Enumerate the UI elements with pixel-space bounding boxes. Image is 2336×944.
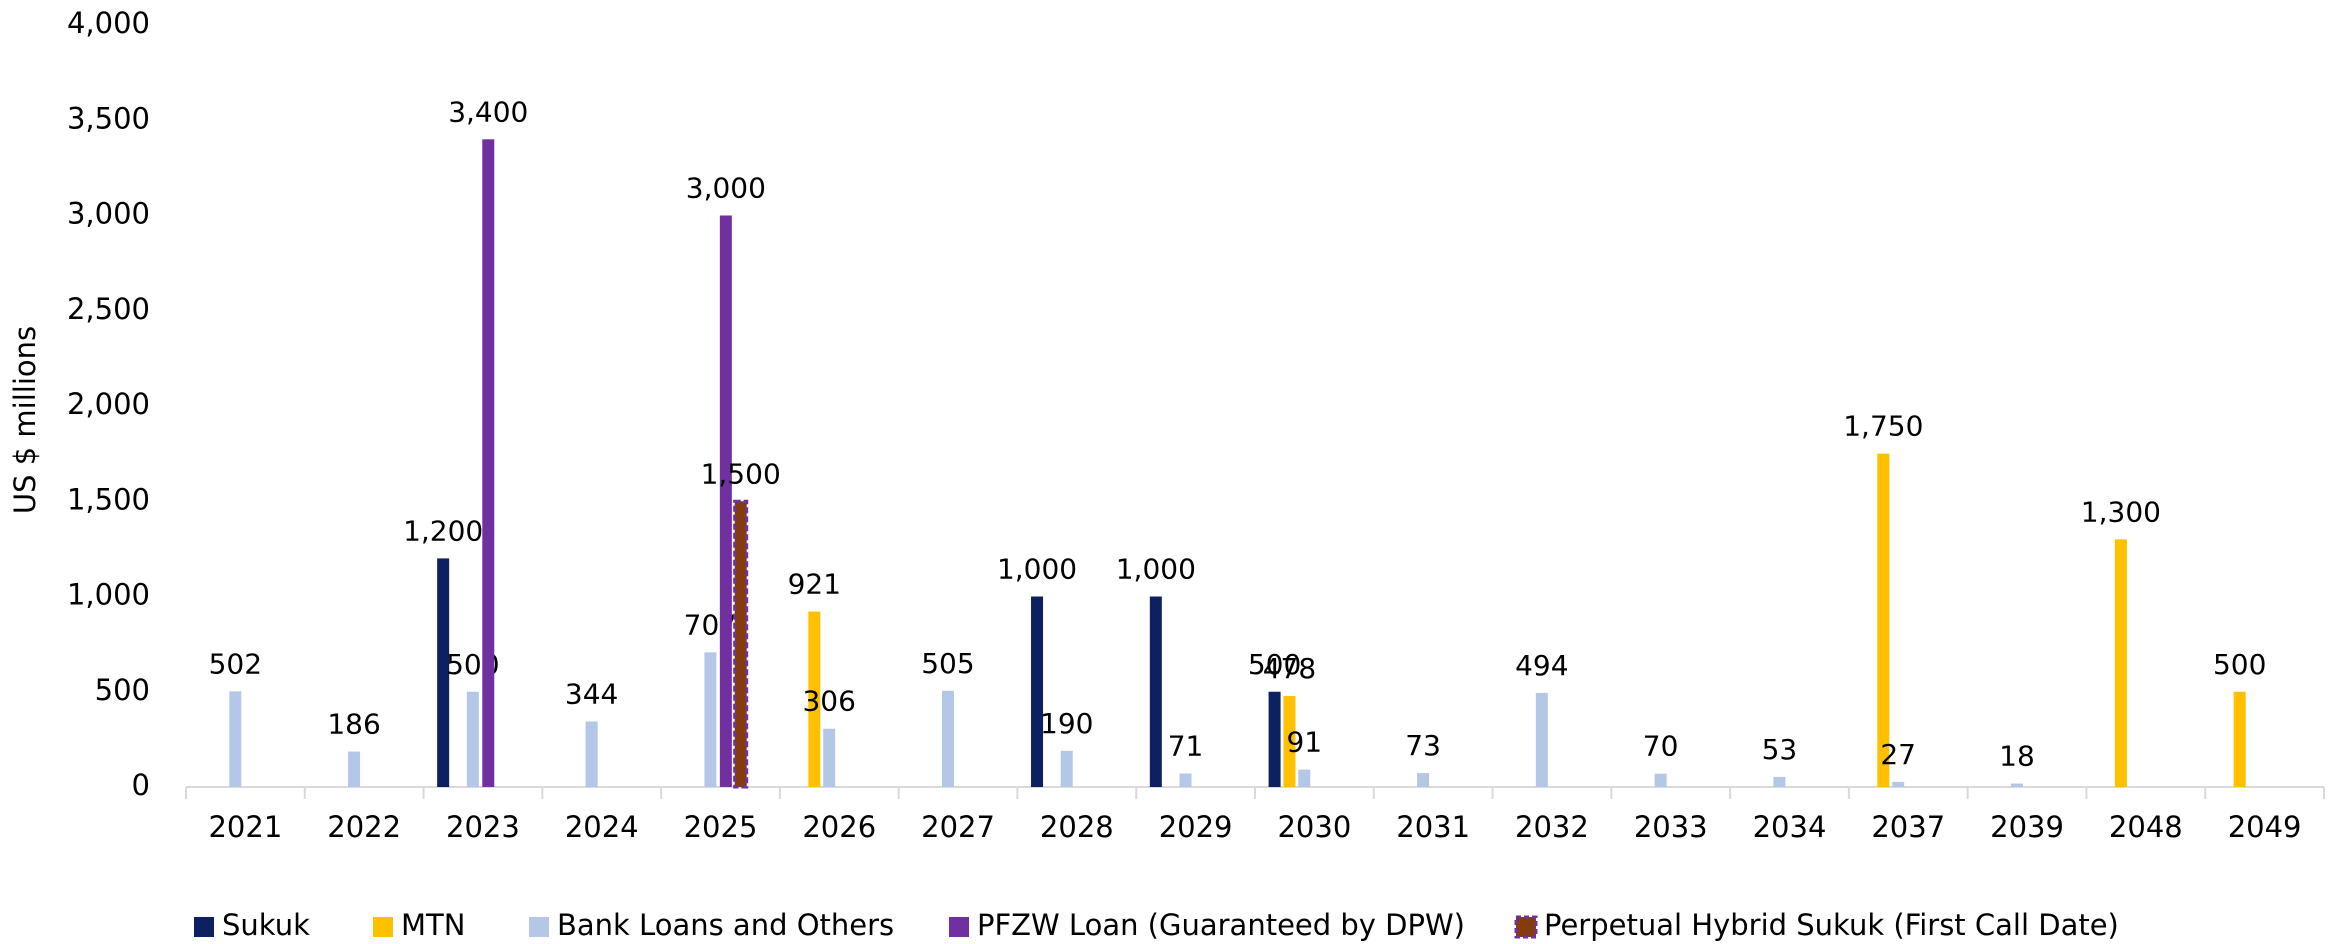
bar (1535, 692, 1548, 787)
x-tick-label: 2048 (2109, 810, 2183, 844)
data-label: 71 (1168, 729, 1204, 762)
x-tick-label: 2028 (1040, 810, 1114, 844)
bar (1417, 773, 1430, 787)
bar (1773, 776, 1786, 787)
data-label: 1,200 (403, 514, 483, 547)
legend-marker (1514, 915, 1538, 939)
x-tick-label: 2049 (2228, 810, 2302, 844)
legend-label: Bank Loans and Others (557, 908, 894, 942)
data-label: 186 (327, 708, 380, 741)
legend-marker (194, 917, 214, 937)
data-label: 1,000 (997, 553, 1077, 586)
data-label: 502 (209, 647, 262, 680)
bar (437, 558, 450, 787)
x-tick-label: 2034 (1753, 810, 1827, 844)
data-label: 18 (1999, 740, 2035, 773)
data-label: 3,000 (686, 172, 766, 205)
bar (941, 690, 954, 787)
x-tick-label: 2023 (446, 810, 520, 844)
data-label: 73 (1405, 729, 1441, 762)
bar (1892, 781, 1905, 787)
y-tick-label: 500 (95, 673, 150, 707)
x-tick-label: 2037 (1871, 810, 1945, 844)
y-tick-label: 3,500 (67, 101, 150, 135)
x-tick-label: 2029 (1159, 810, 1233, 844)
y-axis-label: US $ millions (8, 326, 42, 514)
data-label: 1,750 (1843, 410, 1923, 443)
legend-label: Perpetual Hybrid Sukuk (First Call Date) (1544, 908, 2119, 942)
bar (719, 215, 732, 787)
bar (808, 611, 821, 787)
data-label: 478 (1263, 652, 1316, 685)
y-tick-label: 4,000 (67, 6, 150, 40)
data-label: 344 (565, 677, 618, 710)
bar (1298, 769, 1311, 787)
x-tick-label: 2025 (684, 810, 758, 844)
legend-marker (949, 917, 969, 937)
data-label: 3,400 (448, 95, 528, 128)
bar (823, 728, 836, 787)
bar (348, 751, 361, 787)
bar (585, 721, 598, 787)
x-tick-label: 2031 (1396, 810, 1470, 844)
legend-marker (373, 917, 393, 937)
bar (1654, 773, 1667, 787)
data-label: 70 (1643, 730, 1679, 763)
data-label: 1,500 (701, 457, 781, 490)
data-label: 500 (2213, 648, 2266, 681)
data-label: 500 (1248, 648, 1301, 681)
data-label: 494 (1515, 649, 1568, 682)
legend-label: Sukuk (222, 908, 310, 942)
bar (2233, 691, 2246, 787)
bar (482, 139, 495, 788)
x-tick-label: 2033 (1634, 810, 1708, 844)
y-tick-label: 3,000 (67, 197, 150, 231)
bar (2010, 783, 2023, 787)
data-label: 306 (802, 685, 855, 718)
bar (1283, 695, 1296, 787)
legend-label: MTN (401, 908, 465, 942)
y-tick-label: 1,500 (67, 482, 150, 516)
y-tick-label: 2,500 (67, 292, 150, 326)
bar (704, 652, 717, 787)
bar (1149, 596, 1162, 787)
x-tick-label: 2021 (208, 810, 282, 844)
x-tick-label: 2039 (1990, 810, 2064, 844)
bar (1031, 596, 1044, 787)
data-label: 505 (921, 647, 974, 680)
y-tick-label: 2,000 (67, 387, 150, 421)
y-tick-label: 1,000 (67, 578, 150, 612)
bar (466, 691, 479, 787)
bar (229, 691, 242, 787)
bar (1877, 453, 1890, 787)
data-label: 921 (788, 568, 841, 601)
x-tick-label: 2026 (802, 810, 876, 844)
x-tick-label: 2030 (1277, 810, 1351, 844)
bar (1060, 750, 1073, 787)
bar (2114, 539, 2127, 787)
x-tick-label: 2022 (327, 810, 401, 844)
data-label: 1,300 (2081, 495, 2161, 528)
bar (1268, 691, 1281, 787)
y-tick-label: 0 (132, 768, 150, 802)
x-tick-label: 2027 (921, 810, 995, 844)
bar (733, 499, 749, 789)
data-label: 53 (1762, 733, 1798, 766)
x-tick-label: 2024 (565, 810, 639, 844)
data-label: 190 (1040, 707, 1093, 740)
data-label: 27 (1880, 738, 1916, 771)
data-label: 91 (1286, 726, 1322, 759)
x-tick-label: 2032 (1515, 810, 1589, 844)
legend-marker (529, 917, 549, 937)
legend-label: PFZW Loan (Guaranteed by DPW) (977, 908, 1465, 942)
data-label: 1,000 (1116, 553, 1196, 586)
bar (1179, 773, 1192, 787)
